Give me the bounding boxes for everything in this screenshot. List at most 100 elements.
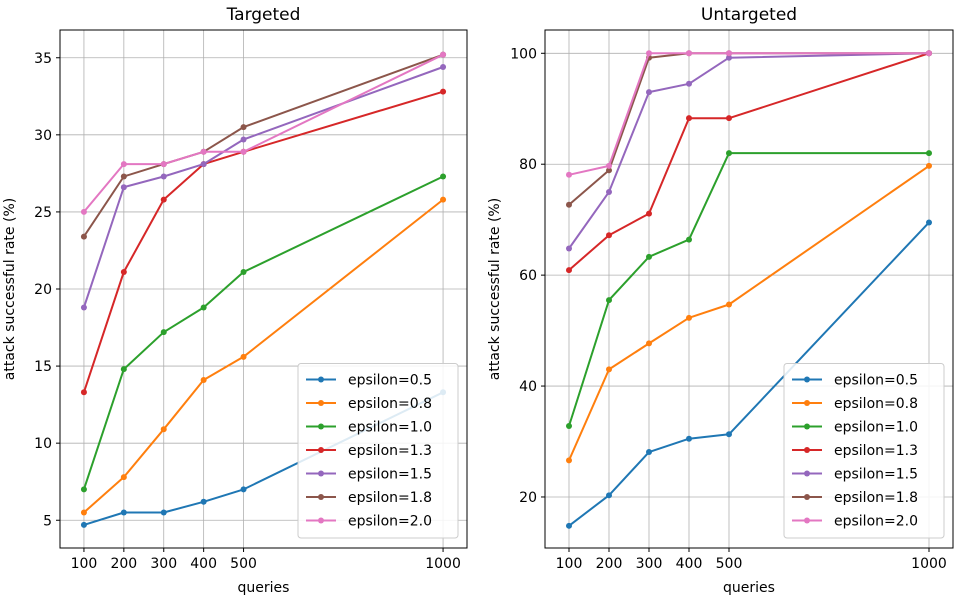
chart-2-series-1-point-6: [926, 219, 932, 226]
chart-2-series-6-point-2: [606, 167, 612, 174]
chart-2-series-7-point-3: [646, 50, 652, 57]
chart-2-x-tick-label: 500: [716, 556, 743, 572]
chart-1-series-4-point-1: [80, 389, 87, 396]
chart-1-y-axis-label: attack successful rate (%): [2, 198, 18, 380]
chart-1-legend-item-1: epsilon=0.5: [306, 373, 432, 389]
chart-2-y-tick-label: 80: [519, 157, 537, 173]
chart-2-x-tick-label: 100: [556, 556, 583, 572]
chart-1-series-1-point-5: [240, 486, 247, 493]
chart-1-series-5-point-1: [80, 304, 87, 311]
chart-1-series-5-point-5: [240, 136, 247, 143]
chart-2-series-3-point-2: [606, 297, 612, 304]
chart-2-x-tick-label: 1000: [911, 556, 947, 572]
chart-2-legend-swatch-marker: [804, 400, 810, 406]
chart-2-legend-swatch-marker: [804, 447, 810, 453]
chart-1-series-6-point-1: [80, 233, 87, 240]
chart-1-series-1-point-4: [200, 498, 207, 505]
chart-2-series-7-point-5: [726, 50, 732, 57]
chart-1-series-2-point-3: [160, 426, 167, 433]
chart-1-y-tick-label: 25: [34, 205, 52, 221]
chart-2-legend-item-5: epsilon=1.5: [792, 467, 918, 483]
chart-2-series-5-point-2: [606, 188, 612, 195]
chart-1-series-4-point-3: [160, 196, 167, 203]
chart-1-legend-item-6: epsilon=1.8: [306, 490, 432, 506]
chart-2-legend: epsilon=0.5 epsilon=0.8 epsilon=1.0 epsilon…: [783, 363, 945, 539]
chart-1-series-3-point-1: [80, 486, 87, 493]
chart-1-y-tick-label: 5: [43, 513, 52, 529]
chart-2-series-4-point-4: [686, 115, 692, 122]
chart-1-x-tick-label: 100: [71, 556, 98, 572]
chart-2-series-1-point-3: [646, 449, 652, 456]
chart-1-series-1-point-2: [120, 509, 127, 516]
chart-2-series-1-point-2: [606, 492, 612, 499]
chart-1-series-7-point-5: [240, 148, 247, 155]
chart-2-series-3-point-5: [726, 150, 732, 157]
chart-2-series-7-point-1: [566, 171, 572, 178]
chart-2-series-2-point-1: [566, 457, 572, 464]
chart-1-series-2-point-5: [240, 353, 247, 360]
chart-1-legend-swatch-marker: [318, 470, 324, 477]
chart-2-y-tick-label: 40: [519, 379, 537, 395]
chart-1-series-3-point-3: [160, 329, 167, 336]
chart-2-series-line-4: [568, 52, 930, 271]
chart-2-series-4-point-2: [606, 232, 612, 239]
chart-1-x-axis-label: queries: [238, 580, 290, 596]
chart-1-series-6-point-5: [240, 124, 247, 131]
chart-1-series-2-point-4: [200, 376, 207, 383]
chart-1-legend-label: epsilon=2.0: [348, 514, 432, 530]
chart-1-series-5-point-2: [120, 184, 127, 191]
chart-2-series-2-point-4: [686, 314, 692, 321]
chart-2-series-3-point-1: [566, 422, 572, 429]
chart-2-series-7-point-6: [926, 50, 932, 57]
chart-2-series-line-5: [568, 52, 930, 250]
chart-2-x-tick-label: 200: [596, 556, 623, 572]
chart-2-series-3-point-4: [686, 236, 692, 243]
chart-1-series-1-point-3: [160, 509, 167, 516]
chart-2-series-2-point-3: [646, 340, 652, 347]
chart-1-series-7-point-4: [200, 148, 207, 155]
chart-2-legend-label: epsilon=1.8: [834, 490, 918, 506]
chart-1-series-line-1: [83, 391, 444, 526]
chart-1-series-2-point-1: [80, 509, 87, 516]
chart-2-y-tick-label: 20: [519, 490, 537, 506]
chart-2-legend-label: epsilon=0.8: [834, 396, 918, 412]
chart-1-series-2-point-6: [440, 196, 447, 203]
chart-1-y-tick-label: 30: [34, 128, 52, 144]
chart-2-legend-box: [783, 363, 945, 539]
chart-1-legend-swatch-marker: [318, 517, 324, 524]
chart-1-y-tick-label: 20: [34, 282, 52, 298]
chart-1-series-2-point-2: [120, 474, 127, 481]
chart-1-legend-box: [297, 363, 459, 539]
chart-2-series-7-point-4: [686, 50, 692, 57]
chart-1-title: Targeted: [226, 5, 301, 25]
chart-2-series-line-3: [568, 152, 929, 427]
chart-2-series-4-point-3: [646, 210, 652, 217]
chart-1-series-3-point-5: [240, 269, 247, 276]
chart-1-series-3-point-2: [120, 366, 127, 373]
chart-1-legend-swatch-marker: [318, 400, 324, 406]
chart-1-legend: epsilon=0.5 epsilon=0.8 epsilon=1.0 epsilon…: [297, 363, 459, 539]
chart-2-series-5-point-1: [566, 245, 572, 252]
chart-2-title: Untargeted: [701, 5, 797, 25]
chart-2-series-2-point-6: [926, 162, 932, 169]
chart-1-series-line-7: [83, 53, 444, 213]
chart-1-x-tick-label: 200: [110, 556, 137, 572]
chart-1-series-3-point-4: [200, 304, 207, 311]
chart-2-legend-swatch-marker: [804, 376, 810, 383]
chart-2-axes-frame: [544, 29, 954, 549]
chart-2-x-axis-label: queries: [723, 580, 775, 596]
chart-1-legend-label: epsilon=0.8: [348, 396, 432, 412]
chart-1-series-7-point-3: [160, 161, 167, 168]
chart-2-series-3-point-3: [646, 253, 652, 260]
chart-1-x-tick-label: 300: [150, 556, 177, 572]
chart-1-series-7-point-1: [80, 208, 87, 215]
chart-1-series-3-point-6: [440, 173, 447, 180]
chart-1-y-tick-label: 35: [34, 51, 52, 67]
chart-1-legend-swatch-marker: [318, 494, 324, 500]
chart-1-legend-item-2: epsilon=0.8: [306, 396, 432, 412]
chart-2-legend-swatch-marker: [804, 517, 810, 524]
chart-1-series-7-point-2: [120, 161, 127, 168]
chart-1-legend-label: epsilon=0.5: [348, 373, 432, 389]
chart-1-series-4-point-2: [120, 269, 127, 276]
